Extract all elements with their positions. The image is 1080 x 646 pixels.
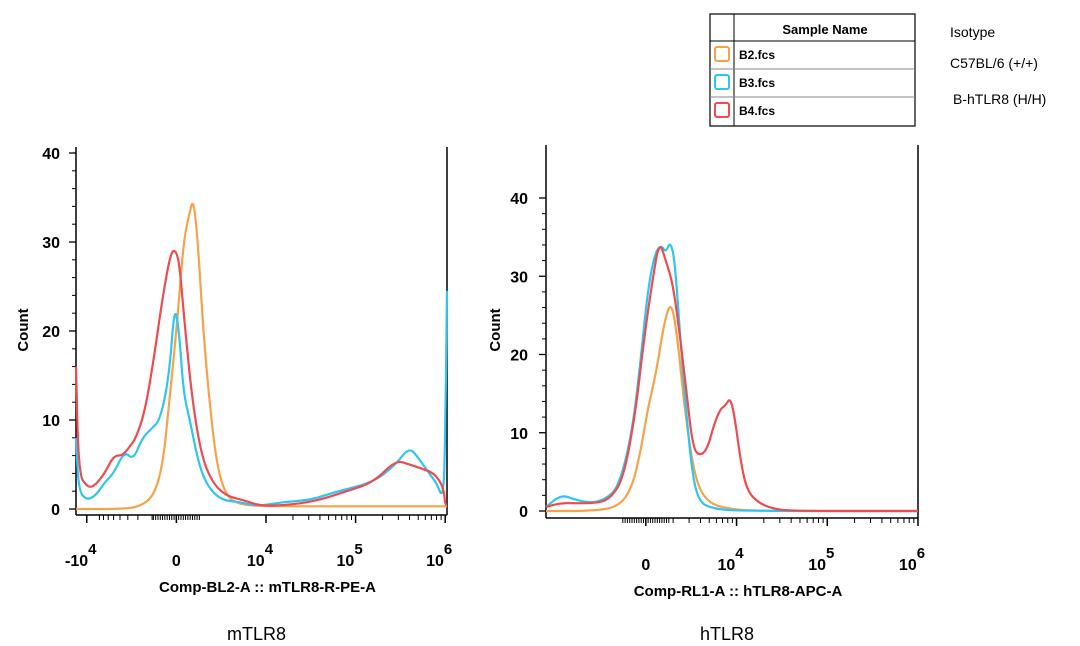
legend-swatch-B2-fcs — [714, 46, 730, 62]
x-tick-label: 0 — [172, 553, 181, 570]
y-axis-title: Count — [487, 308, 504, 351]
series-line-B2-fcs — [546, 305, 918, 513]
y-tick-label: 0 — [519, 504, 528, 521]
panel-caption: hTLR8 — [700, 624, 754, 644]
x-tick-label: 106 — [426, 541, 452, 570]
legend-label-B4-fcs: B4.fcs — [739, 104, 775, 118]
x-tick-label: 104 — [717, 545, 744, 574]
legend-description: C57BL/6 (+/+) — [950, 55, 1038, 71]
series-line-B4-fcs — [545, 246, 918, 513]
y-axis-title: Count — [15, 308, 32, 351]
series-line-B3-fcs — [74, 290, 449, 507]
legend-frame — [709, 13, 916, 127]
series-line-B4-fcs — [74, 249, 448, 507]
legend: Sample Name B2.fcs B3.fcs B4.fcs Isotype C5… — [709, 13, 1046, 127]
series-line-B2-fcs — [75, 202, 447, 511]
legend-description: B-hTLR8 (H/H) — [953, 91, 1046, 107]
y-tick-label: 10 — [42, 413, 60, 430]
y-tick-label: 20 — [42, 324, 60, 341]
y-tick-label: 40 — [42, 146, 60, 163]
legend-label-B2-fcs: B2.fcs — [739, 48, 775, 62]
x-tick-label: 105 — [808, 545, 834, 574]
y-tick-label: 20 — [510, 348, 528, 365]
x-tick-label: -104 — [65, 541, 97, 570]
y-tick-label: 0 — [51, 502, 60, 519]
y-tick-label: 30 — [42, 235, 60, 252]
legend-header: Sample Name — [782, 22, 867, 37]
y-tick-label: 30 — [510, 269, 528, 286]
legend-description: Isotype — [950, 24, 995, 40]
x-tick-label: 104 — [247, 541, 274, 570]
panel-caption: mTLR8 — [227, 624, 286, 644]
x-tick-label: 106 — [899, 545, 925, 574]
y-tick-label: 10 — [510, 426, 528, 443]
legend-label-B3-fcs: B3.fcs — [739, 76, 775, 90]
x-axis-title: Comp-BL2-A :: mTLR8-R-PE-A — [159, 579, 376, 596]
x-tick-label: 0 — [641, 557, 650, 574]
legend-swatch-B4-fcs — [714, 102, 730, 118]
series-line-B3-fcs — [545, 243, 918, 513]
legend-swatch-B3-fcs — [714, 74, 730, 90]
x-tick-label: 105 — [337, 541, 363, 570]
y-tick-label: 40 — [510, 191, 528, 208]
x-axis-title: Comp-RL1-A :: hTLR8-APC-A — [634, 583, 843, 600]
